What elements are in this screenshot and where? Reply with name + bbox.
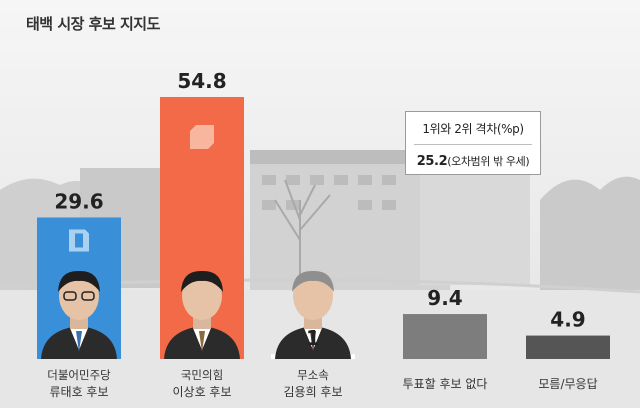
category-label-line1-1: 더불어민주당 [47, 368, 111, 382]
bar-4 [403, 314, 487, 359]
category-label-line2-2: 이상호 후보 [172, 385, 231, 399]
category-label-line2-3: 김용희 후보 [283, 385, 342, 399]
chart-title: 태백 시장 후보 지지도 [26, 15, 160, 33]
candidate-photo-3 [275, 270, 351, 359]
bar-5 [526, 335, 610, 359]
category-label-line1-2: 국민의힘 [181, 368, 223, 382]
category-label-4: 투표할 후보 없다 [403, 377, 488, 391]
gap-label: 1위와 2위 격차(%p) [422, 122, 524, 136]
candidate-photo-2 [164, 270, 240, 359]
gap-callout: 1위와 2위 격차(%p) 25.2(오차범위 밖 우세) [405, 111, 541, 175]
gap-divider [414, 144, 532, 145]
category-label-line2-1: 류태호 후보 [49, 385, 108, 399]
data-label-4: 9.4 [427, 286, 462, 310]
gap-row: 25.2(오차범위 밖 우세) [406, 150, 540, 169]
democratic-party-logo-inner [75, 233, 83, 248]
candidate-photo-1 [41, 270, 117, 359]
ppp-party-logo-icon [190, 125, 214, 149]
data-label-2: 54.8 [177, 69, 226, 93]
gap-value: 25.2 [416, 154, 448, 169]
category-label-line1-3: 무소속 [297, 368, 329, 382]
category-label-5: 모름/무응답 [538, 377, 597, 391]
gap-note: (오차범위 밖 우세) [447, 155, 530, 168]
data-label-3: 1 [306, 326, 320, 350]
data-label-5: 4.9 [550, 308, 585, 332]
data-label-1: 29.6 [54, 189, 103, 213]
